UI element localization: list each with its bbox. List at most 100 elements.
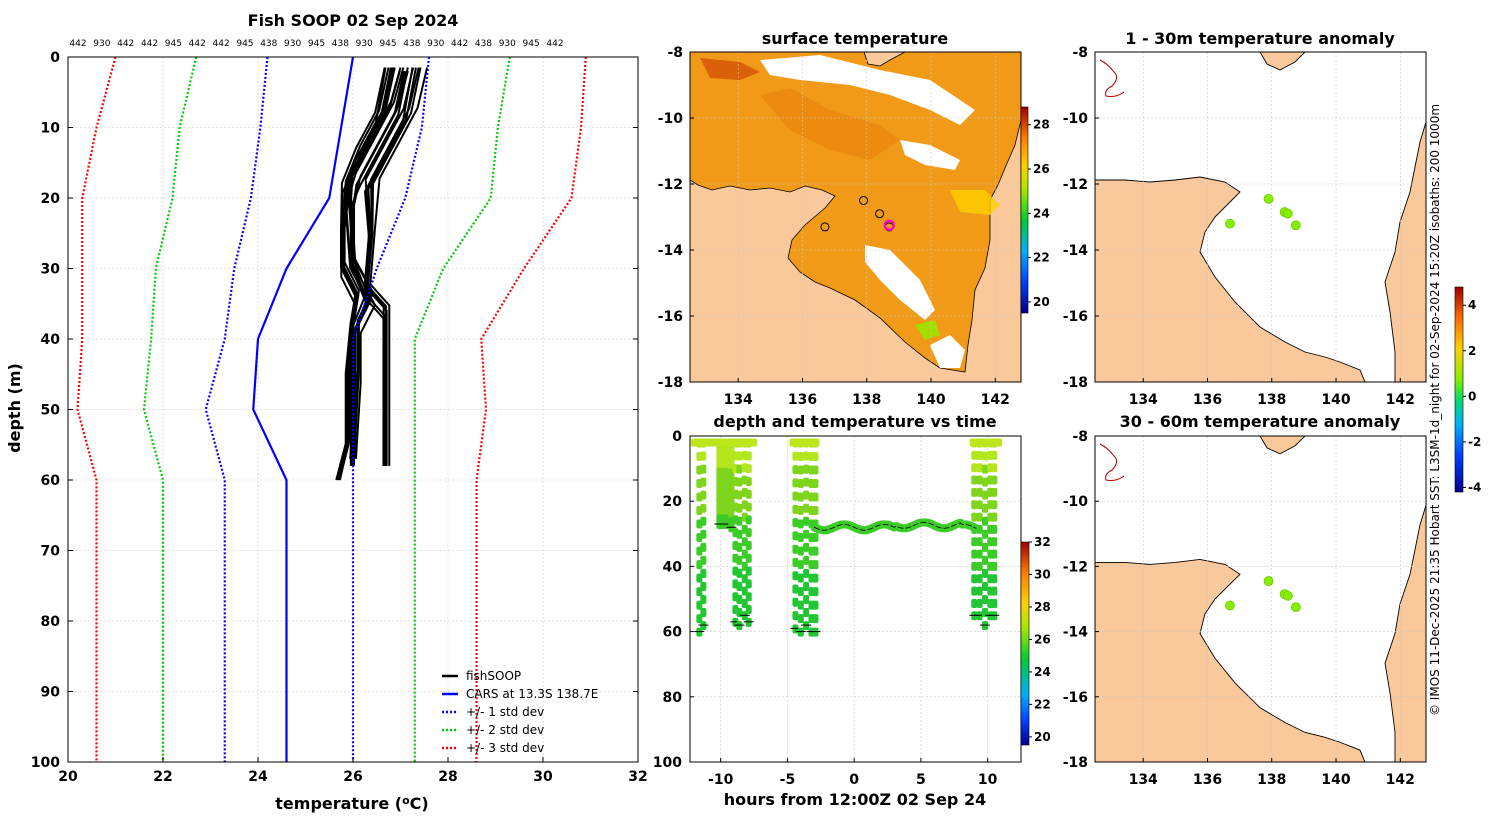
depth-time-y-tick-label: 0 [672, 429, 682, 445]
depth-time-sample [736, 464, 743, 474]
depth-time-sample [736, 451, 743, 461]
depth-time-sample [736, 542, 743, 552]
std-dev-line [475, 57, 587, 762]
depth-time-sample [991, 512, 998, 522]
depth-time-sample [981, 490, 988, 500]
profile-y-tick-label: 0 [50, 50, 60, 66]
map-lon-tick-label: 136 [1193, 772, 1222, 788]
profile-y-tick-label: 70 [41, 544, 61, 560]
depth-time-sample [976, 537, 983, 547]
depth-time-colorbar-tick-label: 26 [1034, 632, 1051, 646]
legend-cars: CARS at 13.3S 138.7E [466, 687, 598, 701]
profile-y-ticks: 0 10 20 30 40 50 60 70 80 90 100 [31, 50, 638, 771]
sst-map-panel: surface temperature 134 136 138 140 142 -8 -10… [658, 29, 1050, 408]
depth-time-sample [736, 581, 743, 591]
fishsoop-cast [336, 67, 390, 481]
anomaly-colorbar-tick-label: -2 [1468, 435, 1481, 449]
depth-time-sample [991, 524, 998, 534]
anomaly-1-30-ticks: 134 136 138 140 142 -8 -10 -12 -14 -16 -18 [1063, 45, 1415, 408]
anomaly-colorbar-tick-label: 4 [1468, 298, 1476, 312]
sst-cool-patch [915, 320, 940, 340]
profile-top-labels: 442 930 442 442 945 442 442 945 438 930 945 438 930 9… [69, 39, 563, 49]
depth-time-sample [971, 537, 978, 547]
depth-time-sample [812, 492, 819, 502]
anomaly-point [1290, 220, 1301, 231]
depth-time-sample [976, 598, 983, 608]
depth-time-colorbar-tick-label: 22 [1034, 697, 1051, 711]
profile-top-label: 945 [236, 39, 253, 49]
profile-legend: fishSOOP CARS at 13.3S 138.7E +/- 1 std … [442, 669, 598, 755]
map-lat-tick-label: -12 [1063, 177, 1088, 193]
depth-time-sample [803, 529, 810, 539]
std-dev-line [351, 57, 431, 762]
fishsoop-cast [348, 67, 405, 459]
anomaly-30-60-title: 30 - 60m temperature anomaly [1120, 412, 1401, 431]
depth-time-sample [812, 614, 819, 624]
depth-time-sample [812, 533, 819, 543]
depth-time-sample [991, 574, 998, 584]
depth-time-sample [812, 573, 819, 583]
sst-map-body [690, 52, 1021, 382]
depth-time-sample [971, 561, 978, 571]
profile-x-tick-label: 20 [58, 769, 78, 785]
depth-time-sample [803, 581, 810, 591]
depth-time-sample [736, 503, 743, 513]
fishsoop-cast [369, 67, 429, 466]
depth-time-sample [803, 595, 810, 604]
current-station-marker [883, 219, 895, 231]
map-lat-tick-label: -16 [1063, 690, 1088, 706]
depth-time-sample [812, 452, 819, 462]
map-lat-tick-label: -12 [1063, 559, 1088, 575]
map-lon-tick-label: 134 [1129, 772, 1158, 788]
profile-y-tick-label: 100 [31, 755, 60, 771]
depth-time-sample [700, 595, 707, 604]
depth-time-sample [803, 503, 810, 513]
depth-time-x-tick-label: -10 [708, 772, 734, 788]
map-lon-tick-label: 138 [1257, 392, 1286, 408]
map-lon-tick-label: 138 [1257, 772, 1286, 788]
fishsoop-cast [335, 67, 387, 481]
profile-x-tick-label: 30 [533, 769, 553, 785]
depth-time-x-label: hours from 12:00Z 02 Sep 24 [724, 790, 986, 809]
depth-time-sample [745, 515, 752, 525]
profile-top-label: 438 [475, 39, 492, 49]
depth-time-sample [981, 581, 988, 591]
sst-map-ticks: 134 136 138 140 142 -8 -10 -12 -14 -16 -18 [658, 45, 1010, 408]
sst-colorbar-tick-label: 20 [1033, 295, 1050, 309]
depth-time-colorbar-tick-label: 24 [1034, 665, 1051, 679]
depth-time-sample [745, 476, 752, 486]
depth-time-sample [792, 611, 799, 621]
legend-std3: +/- 3 std dev [466, 741, 544, 755]
anomaly-colorbar-tick-label: 0 [1468, 389, 1476, 403]
depth-time-sample [745, 451, 752, 461]
fishsoop-cast [363, 67, 414, 466]
anomaly-point [1263, 576, 1274, 586]
profile-y-tick-label: 60 [41, 473, 61, 489]
profile-x-tick-label: 24 [248, 769, 268, 785]
profile-y-tick-label: 80 [41, 614, 61, 630]
profile-y-tick-label: 40 [41, 332, 61, 348]
depth-time-sample [700, 555, 707, 565]
depth-time-sample [700, 464, 707, 474]
depth-time-y-tick-label: 80 [663, 690, 683, 706]
depth-time-sample [797, 479, 804, 489]
map-lat-tick-label: -18 [658, 375, 683, 391]
sst-stations [820, 196, 895, 232]
map-lon-tick-label: 134 [1129, 392, 1158, 408]
depth-time-sample [797, 492, 804, 502]
profile-x-ticks: 20 22 24 26 28 30 32 [58, 757, 648, 785]
profile-x-tick-label: 32 [628, 769, 647, 785]
station-marker [875, 209, 885, 219]
map-lon-tick-label: 136 [788, 392, 817, 408]
std-dev-line [413, 57, 511, 762]
depth-time-sample [792, 531, 799, 541]
depth-time-sample [803, 555, 810, 565]
profile-y-tick-label: 10 [41, 121, 61, 137]
depth-time-sample [991, 487, 998, 497]
profile-top-label: 945 [379, 39, 396, 49]
depth-time-sample [797, 573, 804, 583]
map-lat-tick-label: -14 [1063, 625, 1089, 641]
depth-time-title: depth and temperature vs time [713, 412, 996, 431]
legend-std1: +/- 1 std dev [466, 705, 544, 719]
